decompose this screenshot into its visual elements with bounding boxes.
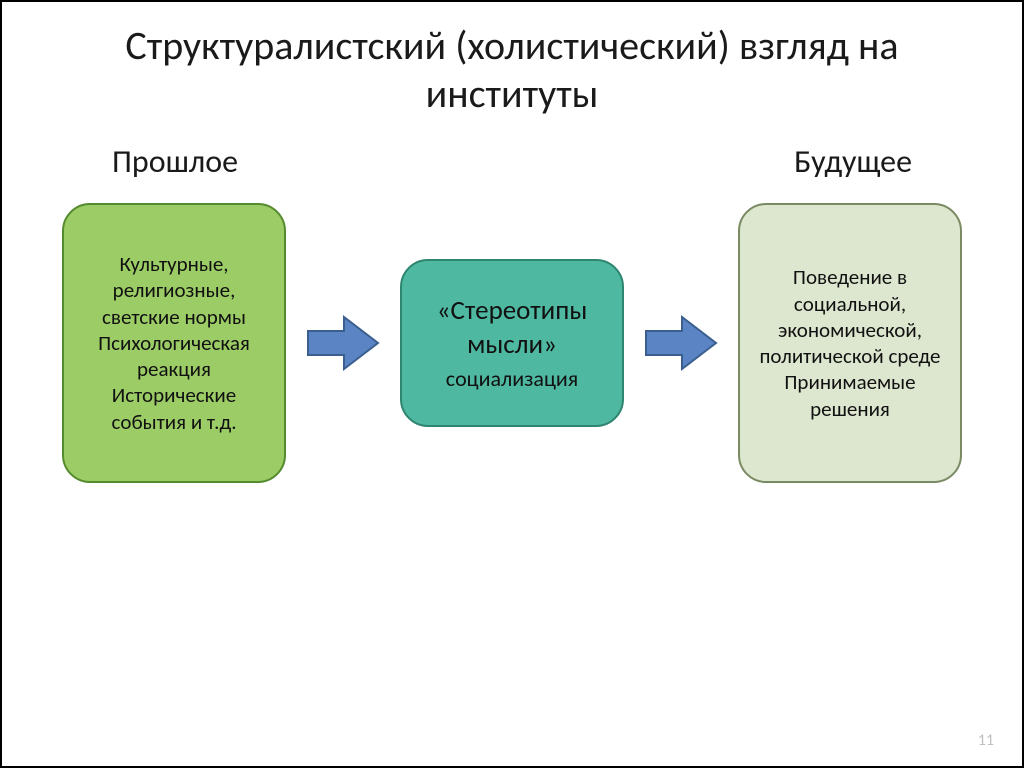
node-past-text: Культурные, религиозные, светские нормы … bbox=[78, 251, 270, 435]
arrow-icon bbox=[642, 311, 720, 375]
right-column-label: Будущее bbox=[794, 142, 912, 181]
flow-row: Культурные, религиозные, светские нормы … bbox=[42, 203, 982, 483]
node-future-text: Поведение в социальной, экономической, п… bbox=[754, 264, 946, 422]
arrow-path bbox=[308, 317, 378, 369]
node-past: Культурные, религиозные, светские нормы … bbox=[62, 203, 286, 483]
arrow-icon bbox=[304, 311, 382, 375]
slide: Структуралистский (холистический) взгляд… bbox=[0, 0, 1024, 768]
node-stereotypes: «Стереотипы мысли» социализация bbox=[400, 259, 624, 427]
node-future: Поведение в социальной, экономической, п… bbox=[738, 203, 962, 483]
page-number: 11 bbox=[978, 731, 994, 750]
left-column-label: Прошлое bbox=[112, 142, 238, 181]
column-labels-row: Прошлое Будущее bbox=[42, 142, 982, 181]
node-stereotypes-main: «Стереотипы мысли» bbox=[416, 294, 608, 362]
node-stereotypes-sub: социализация bbox=[446, 365, 578, 392]
arrow-path bbox=[646, 317, 716, 369]
slide-title: Структуралистский (холистический) взгляд… bbox=[42, 22, 982, 118]
